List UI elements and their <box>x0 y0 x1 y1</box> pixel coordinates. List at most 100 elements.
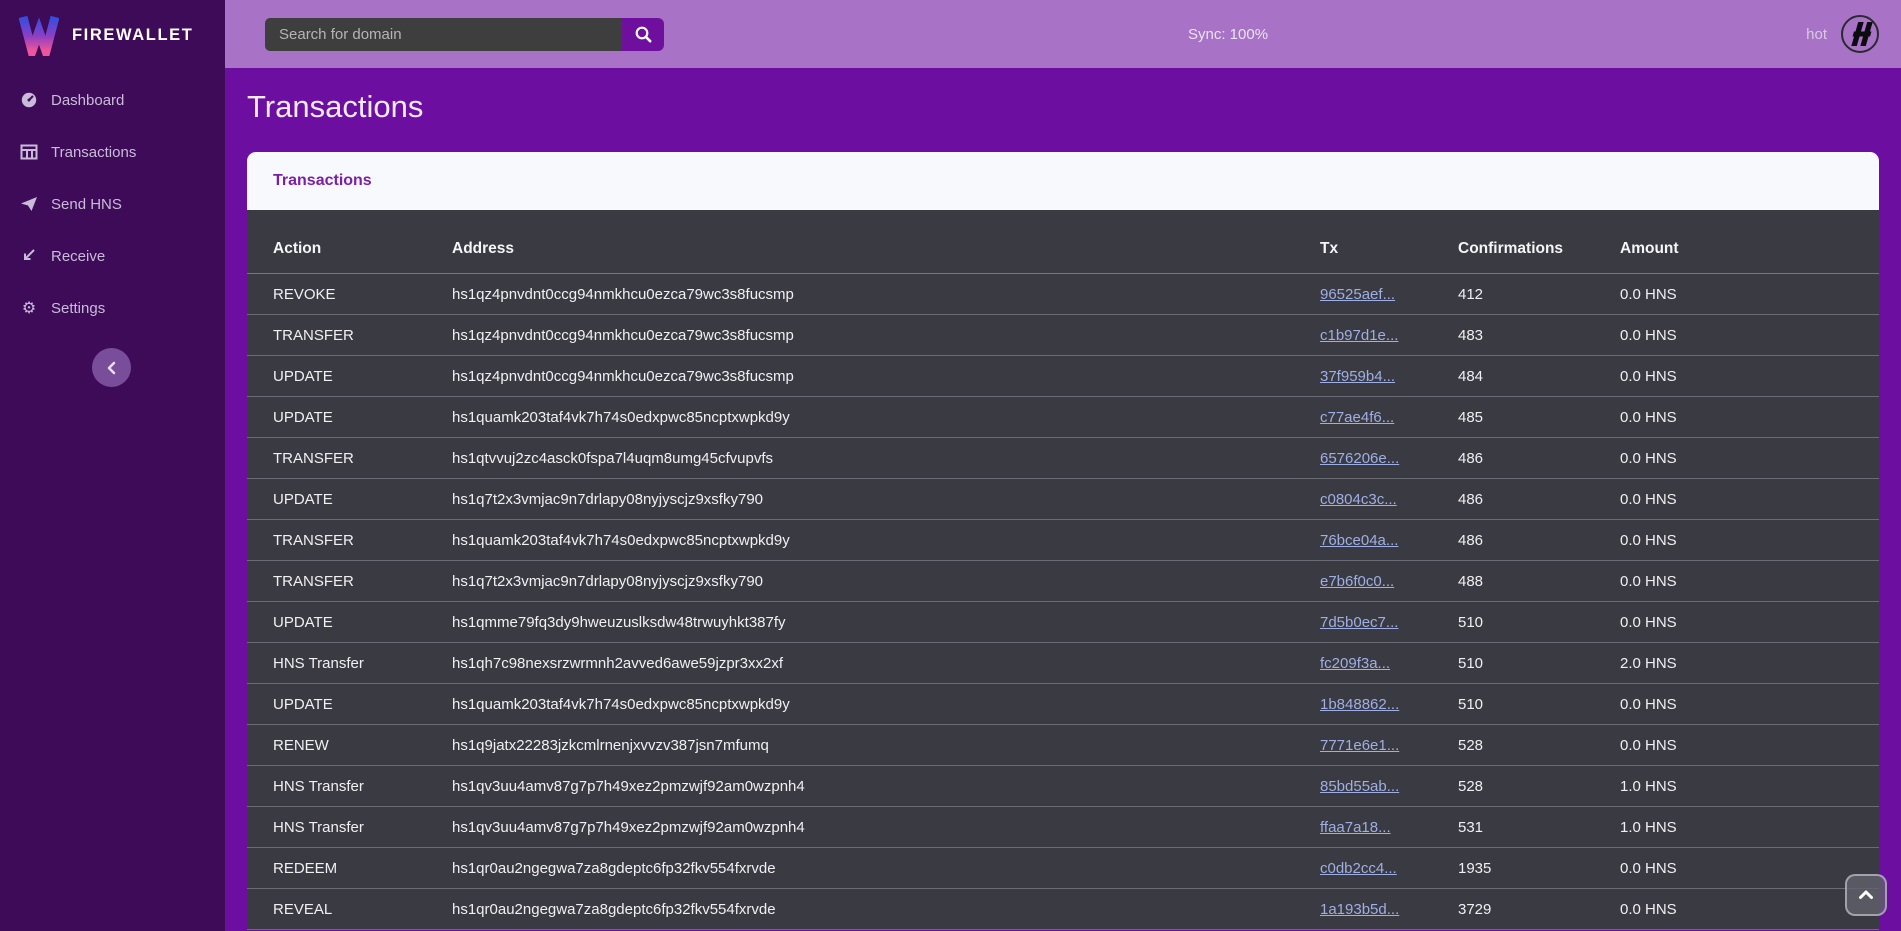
column-header-tx: Tx <box>1320 240 1339 257</box>
scroll-to-top-button[interactable] <box>1845 874 1887 916</box>
cell-confirmations: 528 <box>1458 736 1484 754</box>
tx-link[interactable]: 7771e6e1... <box>1320 736 1400 754</box>
cell-address: hs1quamk203taf4vk7h74s0edxpwc85ncptxwpkd… <box>452 531 790 549</box>
topbar: Sync: 100% hot <box>225 0 1901 68</box>
handshake-logo-icon[interactable] <box>1840 14 1880 54</box>
sidebar-item-label: Transactions <box>51 143 137 161</box>
table-row: TRANSFER hs1qz4pnvdnt0ccg94nmkhcu0ezca79… <box>247 315 1879 356</box>
chevron-left-icon <box>107 361 115 374</box>
firewallet-w-gradient-icon <box>19 15 59 56</box>
tx-link[interactable]: c77ae4f6... <box>1320 408 1395 426</box>
sidebar-item-dashboard[interactable]: Dashboard <box>0 85 225 115</box>
tx-link[interactable]: 96525aef... <box>1320 285 1396 303</box>
cell-address: hs1qz4pnvdnt0ccg94nmkhcu0ezca79wc3s8fucs… <box>452 285 794 303</box>
cell-confirmations: 486 <box>1458 449 1484 467</box>
brand[interactable]: FIREWALLET <box>0 0 225 59</box>
sidebar-item-label: Receive <box>51 247 106 265</box>
cell-address: hs1qv3uu4amv87g7p7h49xez2pmzwjf92am0wzpn… <box>452 818 805 836</box>
table-row: TRANSFER hs1q7t2x3vmjac9n7drlapy08nyjysc… <box>247 561 1879 602</box>
search-input[interactable] <box>265 18 622 51</box>
sidebar-item-send-hns[interactable]: Send HNS <box>0 189 225 219</box>
sidebar-item-label: Settings <box>51 299 106 317</box>
cell-address: hs1qr0au2ngegwa7za8gdeptc6fp32fkv554fxrv… <box>452 859 776 877</box>
cell-action: HNS Transfer <box>273 818 364 836</box>
tx-link[interactable]: 6576206e... <box>1320 449 1400 467</box>
search-icon <box>635 26 652 43</box>
cell-address: hs1qtvvuj2zc4asck0fspa7l4uqm8umg45cfvupv… <box>452 449 774 467</box>
tx-link[interactable]: e7b6f0c0... <box>1320 572 1395 590</box>
cell-tx: 6576206e... <box>1320 450 1458 467</box>
table-icon <box>19 143 39 161</box>
tx-link[interactable]: 1a193b5d... <box>1320 900 1400 918</box>
sidebar-collapse-button[interactable] <box>92 348 131 387</box>
cell-address: hs1qh7c98nexsrzwrmnh2avved6awe59jzpr3xx2… <box>452 654 784 672</box>
cell-action: REVOKE <box>273 285 336 303</box>
cell-address: hs1qz4pnvdnt0ccg94nmkhcu0ezca79wc3s8fucs… <box>452 367 794 385</box>
cell-amount: 0.0 HNS <box>1620 408 1677 426</box>
cell-action: UPDATE <box>273 613 333 631</box>
cell-action: TRANSFER <box>273 531 354 549</box>
transactions-table: Action Address Tx Confirmations Amount R… <box>247 210 1879 930</box>
cell-confirmations: 488 <box>1458 572 1484 590</box>
sidebar-item-receive[interactable]: Receive <box>0 241 225 271</box>
tx-link[interactable]: 76bce04a... <box>1320 531 1399 549</box>
cell-address: hs1q7t2x3vmjac9n7drlapy08nyjyscjz9xsfky7… <box>452 572 764 590</box>
tx-link[interactable]: c0db2cc4... <box>1320 859 1397 877</box>
cell-address: hs1qr0au2ngegwa7za8gdeptc6fp32fkv554fxrv… <box>452 900 776 918</box>
table-row: UPDATE hs1qz4pnvdnt0ccg94nmkhcu0ezca79wc… <box>247 356 1879 397</box>
cell-confirmations: 1935 <box>1458 859 1492 877</box>
cell-amount: 0.0 HNS <box>1620 572 1677 590</box>
cell-tx: e7b6f0c0... <box>1320 573 1458 590</box>
cell-amount: 0.0 HNS <box>1620 449 1677 467</box>
tx-link[interactable]: fc209f3a... <box>1320 654 1391 672</box>
sync-status: Sync: 100% <box>1188 25 1269 43</box>
table-row: RENEW hs1q9jatx22283jzkcmlrnenjxvvzv387j… <box>247 725 1879 766</box>
sidebar-item-settings[interactable]: ⚙ Settings <box>0 293 225 323</box>
tx-link[interactable]: ffaa7a18... <box>1320 818 1391 836</box>
cell-amount: 0.0 HNS <box>1620 285 1677 303</box>
cell-tx: fc209f3a... <box>1320 655 1458 672</box>
sidebar-item-transactions[interactable]: Transactions <box>0 137 225 167</box>
tx-link[interactable]: c1b97d1e... <box>1320 326 1399 344</box>
sidebar-item-label: Dashboard <box>51 91 125 109</box>
tx-link[interactable]: 37f959b4... <box>1320 367 1396 385</box>
cell-tx: 1a193b5d... <box>1320 901 1458 918</box>
cell-confirmations: 484 <box>1458 367 1484 385</box>
tx-link[interactable]: c0804c3c... <box>1320 490 1397 508</box>
chevron-up-icon <box>1859 890 1873 899</box>
cell-action: UPDATE <box>273 408 333 426</box>
cell-tx: c1b97d1e... <box>1320 327 1458 344</box>
cell-confirmations: 485 <box>1458 408 1484 426</box>
column-header-amount: Amount <box>1620 240 1679 257</box>
cell-address: hs1q7t2x3vmjac9n7drlapy08nyjyscjz9xsfky7… <box>452 490 764 508</box>
cell-amount: 0.0 HNS <box>1620 695 1677 713</box>
cell-action: UPDATE <box>273 367 333 385</box>
cell-amount: 0.0 HNS <box>1620 367 1677 385</box>
search-group <box>265 18 664 51</box>
tx-link[interactable]: 85bd55ab... <box>1320 777 1400 795</box>
table-body: REVOKE hs1qz4pnvdnt0ccg94nmkhcu0ezca79wc… <box>247 274 1879 930</box>
cell-tx: c0db2cc4... <box>1320 860 1458 877</box>
cell-action: TRANSFER <box>273 326 354 344</box>
receive-arrow-icon <box>19 247 39 265</box>
card-title: Transactions <box>273 172 372 189</box>
cell-confirmations: 483 <box>1458 326 1484 344</box>
cell-confirmations: 510 <box>1458 654 1484 672</box>
search-button[interactable] <box>622 18 664 51</box>
cell-tx: ffaa7a18... <box>1320 819 1458 836</box>
cell-confirmations: 531 <box>1458 818 1484 836</box>
table-row: HNS Transfer hs1qv3uu4amv87g7p7h49xez2pm… <box>247 807 1879 848</box>
cell-tx: c77ae4f6... <box>1320 409 1458 426</box>
table-row: HNS Transfer hs1qv3uu4amv87g7p7h49xez2pm… <box>247 766 1879 807</box>
main-content: Transactions Transactions Action Address… <box>225 68 1901 931</box>
table-row: UPDATE hs1quamk203taf4vk7h74s0edxpwc85nc… <box>247 684 1879 725</box>
tx-link[interactable]: 7d5b0ec7... <box>1320 613 1399 631</box>
table-row: HNS Transfer hs1qh7c98nexsrzwrmnh2avved6… <box>247 643 1879 684</box>
tx-link[interactable]: 1b848862... <box>1320 695 1400 713</box>
cell-tx: c0804c3c... <box>1320 491 1458 508</box>
cell-action: TRANSFER <box>273 572 354 590</box>
table-row: REVOKE hs1qz4pnvdnt0ccg94nmkhcu0ezca79wc… <box>247 274 1879 315</box>
cell-amount: 2.0 HNS <box>1620 654 1677 672</box>
cell-tx: 96525aef... <box>1320 286 1458 303</box>
page-title: Transactions <box>247 89 424 124</box>
